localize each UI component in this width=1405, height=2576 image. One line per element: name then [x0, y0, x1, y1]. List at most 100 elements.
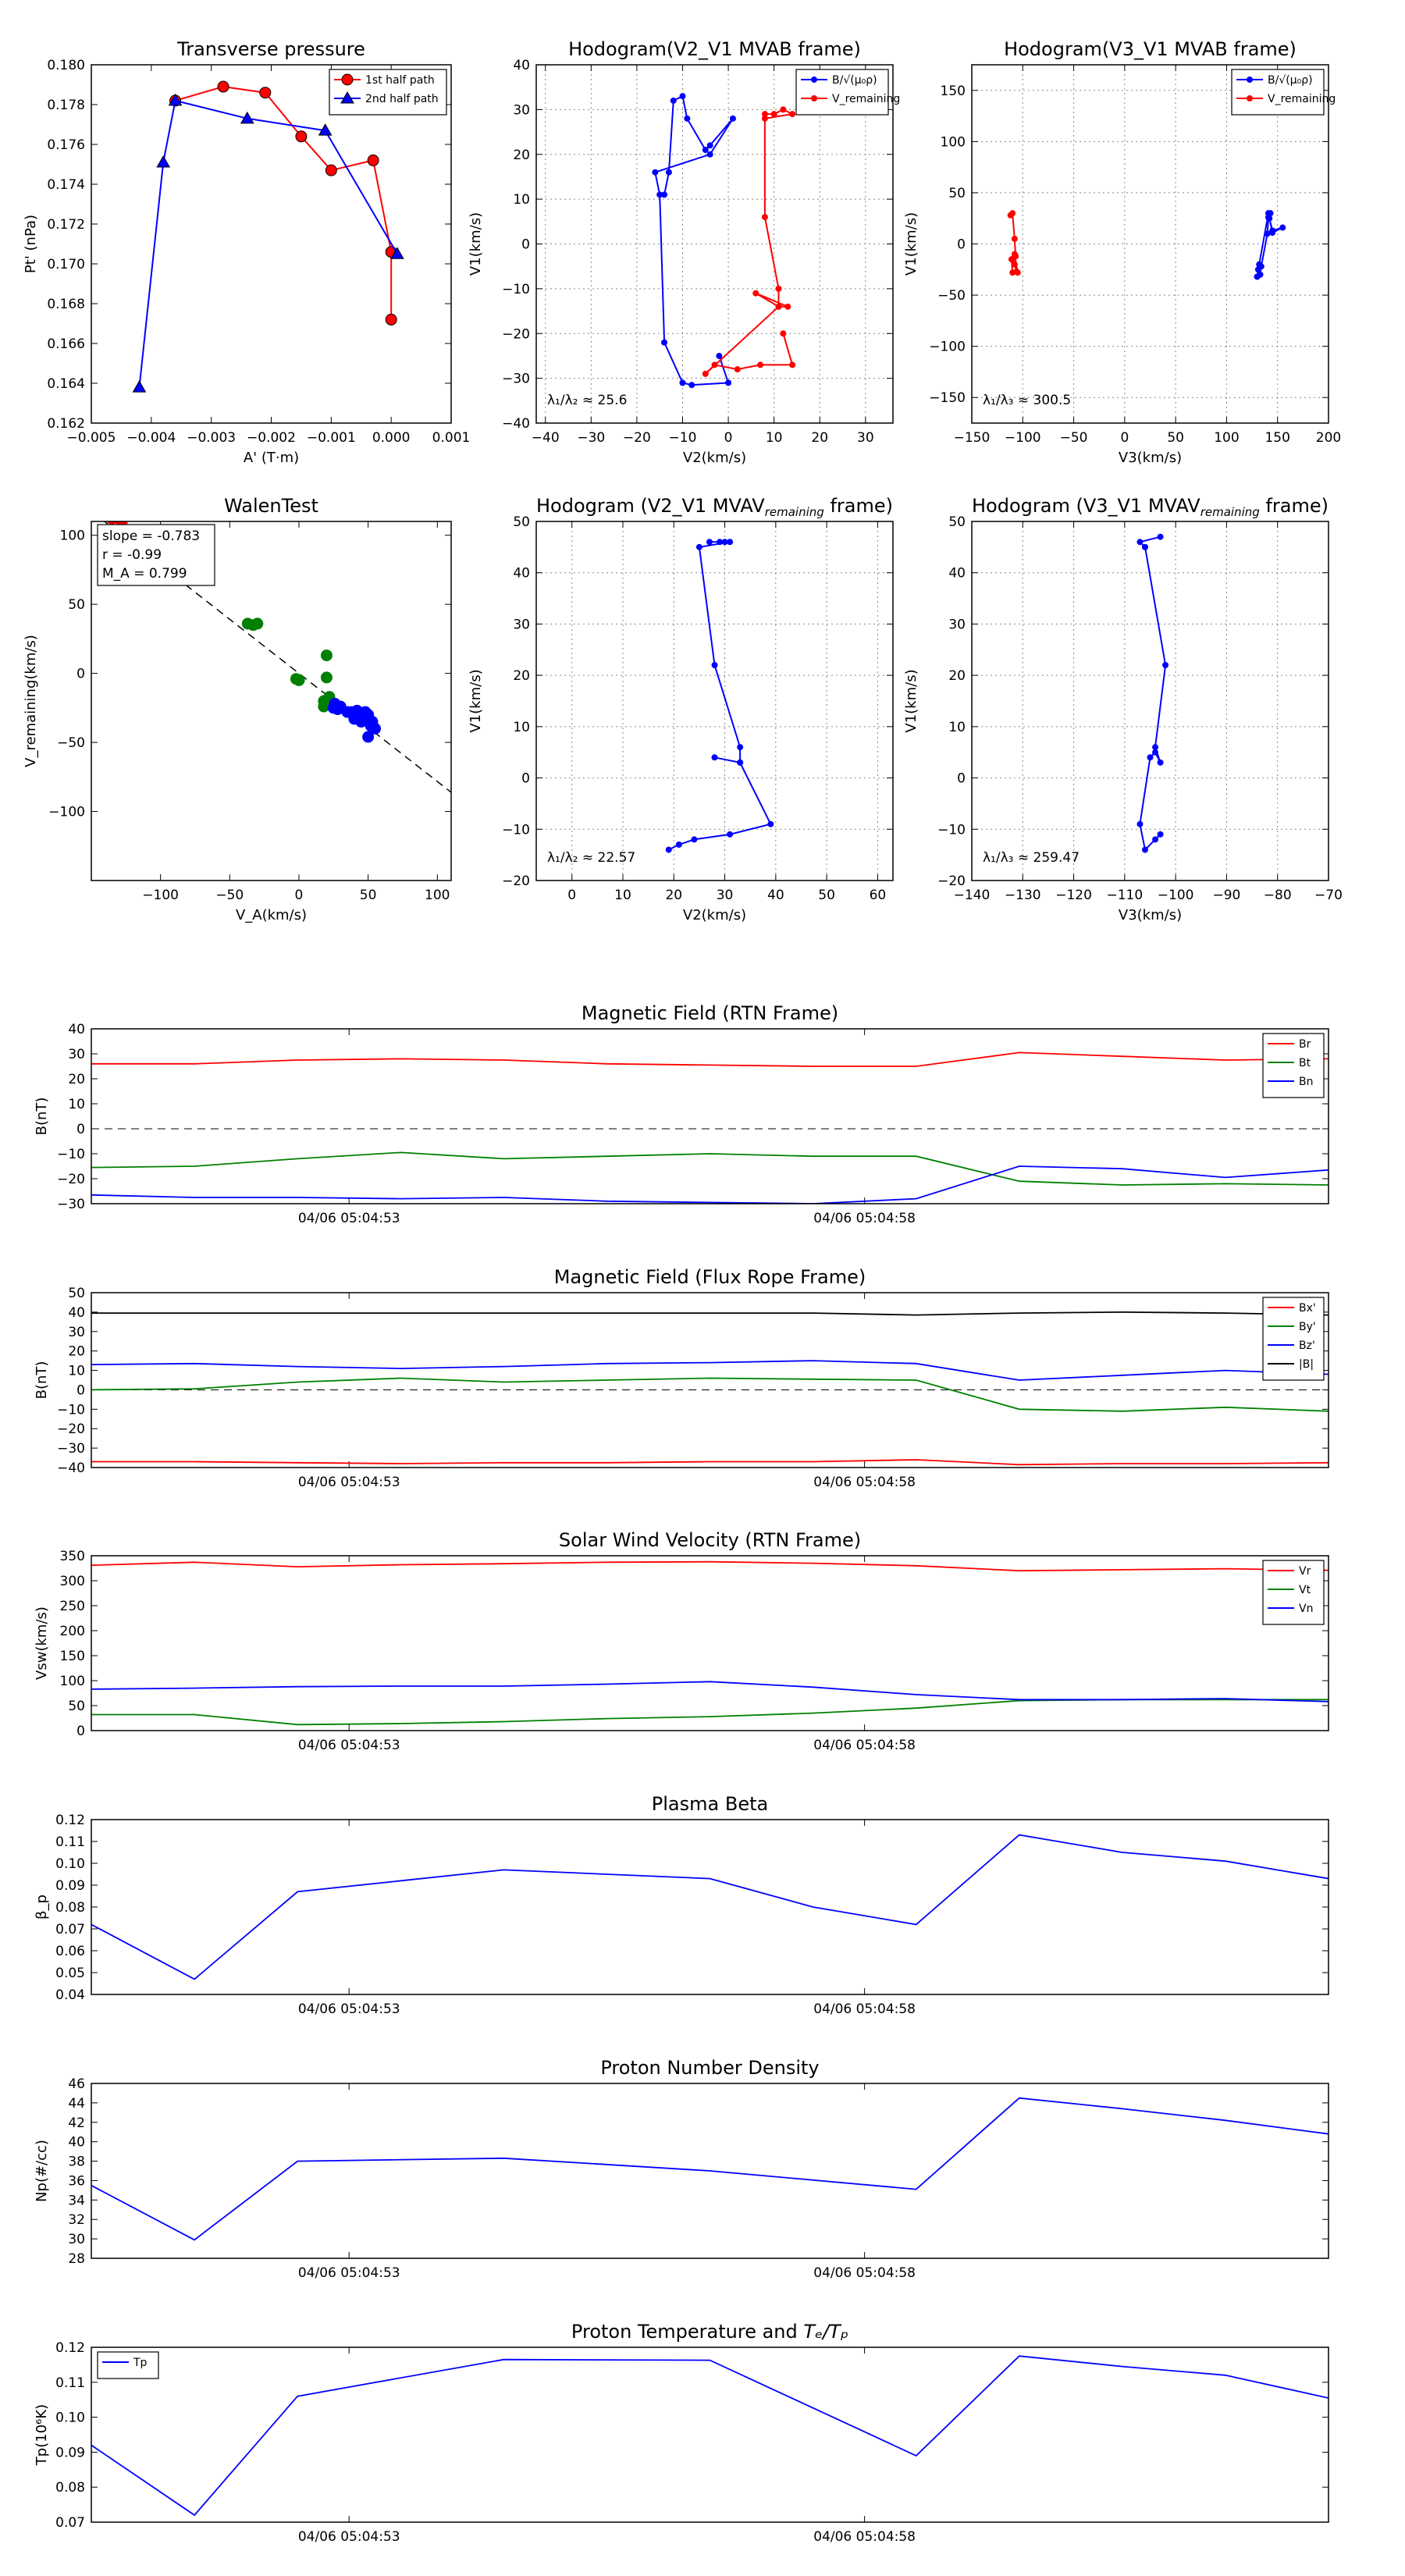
x-tick-label: −120 [1055, 888, 1092, 903]
x-tick-label: 04/06 05:04:58 [813, 2001, 916, 2017]
data-point [706, 151, 713, 158]
x-axis-label: V2(km/s) [683, 907, 746, 923]
chart-title: Plasma Beta [652, 1793, 768, 1815]
data-point [780, 106, 787, 113]
chart-title: Proton Number Density [600, 2057, 819, 2079]
legend-box [97, 2351, 159, 2379]
scatter-point-blue [345, 706, 357, 718]
y-tick-label: 0.12 [55, 1813, 85, 1828]
y-tick-label: 0.07 [55, 2515, 85, 2531]
series-line-Bn [91, 1165, 1329, 1204]
y-tick-label: 0.170 [47, 257, 85, 272]
y-tick-label: 0.04 [55, 1987, 85, 2003]
y-tick-label: 0.05 [55, 1966, 85, 1981]
x-tick-label: 04/06 05:04:53 [298, 1475, 400, 1490]
chart-title: Hodogram(V2_V1 MVAB frame) [568, 38, 861, 60]
y-tick-label: 0.164 [47, 376, 85, 392]
data-point [1152, 836, 1159, 843]
data-point [775, 303, 782, 310]
chart-magnetic-field-rtn: Magnetic Field (RTN Frame) 04/06 05:04:53… [34, 1002, 1329, 1226]
x-tick-label: −50 [215, 888, 244, 903]
y-tick-label: 40 [68, 1305, 85, 1321]
x-tick-label: −70 [1314, 888, 1343, 903]
eigenvalue-ratio: λ₁/λ₂ ≈ 25.6 [547, 393, 627, 408]
data-point [784, 303, 791, 310]
y-tick-label: 38 [68, 2154, 85, 2170]
legend-box [1231, 69, 1325, 116]
y-tick-label: −10 [937, 822, 966, 838]
y-tick-label: 28 [68, 2251, 85, 2267]
series-line-Tp [91, 2355, 1329, 2517]
x-tick-label: 04/06 05:04:58 [813, 2265, 916, 2281]
series-layer [1007, 210, 1286, 280]
y-tick-label: −20 [502, 873, 530, 889]
data-point [168, 93, 183, 106]
y-tick-label: 20 [68, 1072, 85, 1087]
x-tick-label: 10 [766, 430, 783, 446]
series-line-Bz' [91, 1360, 1329, 1381]
chart-hodogram-v3-v1-mvav: Hodogram (V3_V1 MVAVremaining frame) −140… [903, 495, 1343, 923]
scatter-point-green [251, 617, 264, 630]
y-tick-label: 30 [513, 102, 530, 118]
x-axis-label: A' (T·m) [244, 450, 299, 466]
series-line-Vn [91, 1681, 1329, 1703]
data-point [761, 214, 768, 221]
data-point [684, 115, 691, 122]
series-line-|B| [91, 1311, 1329, 1316]
fit-line [103, 521, 451, 793]
x-axis-label: V3(km/s) [1119, 450, 1182, 466]
y-tick-label: 150 [60, 1649, 85, 1664]
series-line-2nd half path [138, 99, 398, 388]
data-point [727, 539, 734, 546]
y-tick-label: 10 [68, 1364, 85, 1379]
x-tick-label: 0 [567, 888, 576, 903]
chart-title: Magnetic Field (Flux Rope Frame) [554, 1266, 866, 1288]
y-tick-label: 0.11 [55, 1834, 85, 1850]
y-tick-label: −20 [502, 326, 530, 342]
data-point [661, 339, 668, 346]
data-point [389, 247, 404, 259]
y-tick-label: −20 [937, 873, 966, 889]
data-point [1011, 235, 1018, 242]
y-tick-label: 20 [68, 1344, 85, 1360]
x-tick-label: 0.000 [372, 430, 411, 446]
series-layer [91, 2097, 1329, 2241]
y-tick-label: −10 [502, 822, 530, 838]
y-tick-label: 50 [513, 514, 530, 530]
data-point [789, 361, 796, 368]
data-point [789, 111, 796, 118]
y-tick-label: 36 [68, 2173, 85, 2189]
legend-label: Br [1299, 1038, 1311, 1051]
data-point [217, 80, 229, 93]
legend-label: 2nd half path [365, 93, 439, 105]
y-tick-label: −20 [57, 1172, 85, 1187]
legend-marker [341, 73, 354, 86]
y-tick-label: 46 [68, 2076, 85, 2092]
legend-label: Vr [1299, 1565, 1311, 1578]
data-point [702, 370, 709, 377]
x-tick-label: 04/06 05:04:53 [298, 2265, 400, 2281]
y-tick-label: 0.174 [47, 177, 85, 193]
data-point [1264, 230, 1271, 237]
y-tick-label: 50 [68, 597, 85, 613]
legend-marker [1247, 76, 1253, 83]
data-point [729, 115, 736, 122]
data-point [318, 123, 333, 136]
legend-marker [811, 76, 817, 83]
data-point [775, 285, 782, 292]
y-axis-label: V1(km/s) [468, 669, 484, 732]
legend-marker [340, 91, 354, 104]
plot-frame [91, 1028, 1329, 1204]
data-point [702, 147, 709, 154]
y-tick-label: −100 [48, 805, 85, 820]
y-tick-label: −150 [929, 390, 966, 406]
data-point [1269, 229, 1276, 237]
data-point [385, 313, 397, 326]
x-tick-label: −100 [1005, 430, 1041, 446]
x-tick-label: −20 [623, 430, 651, 446]
y-tick-label: 200 [60, 1624, 85, 1639]
data-point [679, 93, 686, 100]
x-tick-label: −130 [1005, 888, 1041, 903]
series-line-hodogram [1138, 535, 1167, 852]
y-axis-label: B(nT) [34, 1098, 50, 1136]
